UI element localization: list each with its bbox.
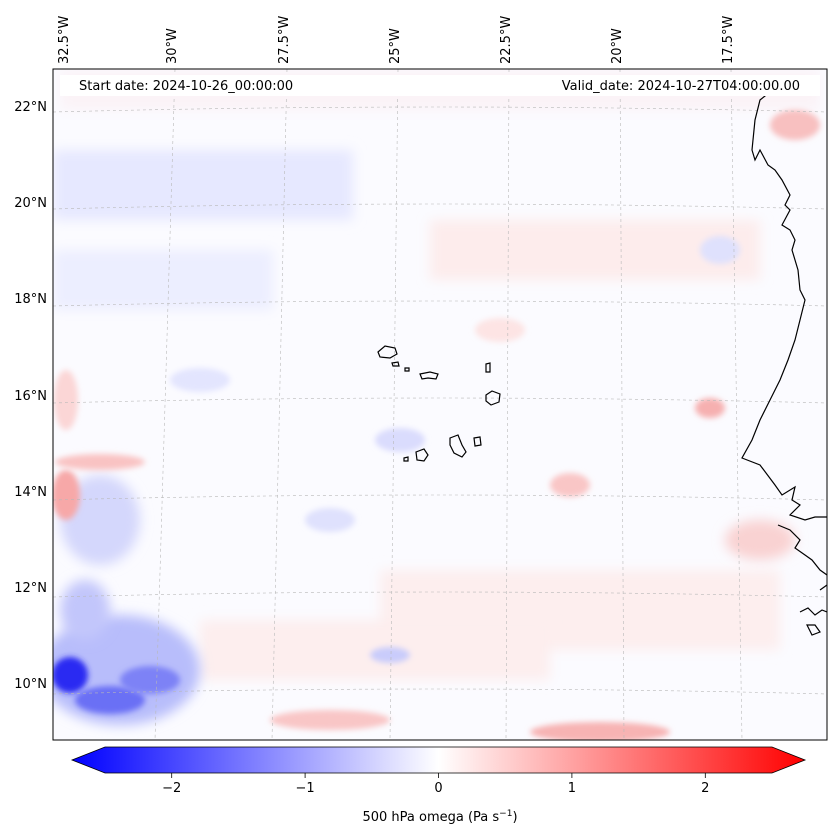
lat-label: 10°N	[14, 677, 47, 692]
omega-patch	[53, 657, 88, 693]
omega-patch	[53, 250, 273, 310]
africa-coastline	[819, 584, 827, 591]
lat-label: 16°N	[14, 389, 47, 404]
omega-patch	[60, 475, 140, 565]
omega-patch	[75, 686, 145, 714]
africa-coastline	[806, 624, 821, 636]
meridian-line	[271, 69, 288, 740]
lat-label: 20°N	[14, 196, 47, 211]
omega-patch	[120, 666, 180, 694]
parallel-line	[53, 300, 827, 307]
longitude-labels: 32.5°W 30°W 27.5°W 25°W 22.5°W 20°W 17.5…	[57, 16, 736, 64]
parallel-line	[53, 203, 827, 210]
annotation-strip	[60, 75, 820, 96]
lon-label: 30°W	[165, 28, 180, 64]
latitude-labels: 22°N 20°N 18°N 16°N 14°N 12°N 10°N	[14, 100, 47, 692]
omega-patch	[170, 368, 230, 392]
meridian-line	[389, 69, 399, 740]
colorbar-tick-label: −2	[162, 781, 181, 796]
colorbar-label-sup: −1	[499, 809, 512, 819]
omega-patch	[700, 236, 740, 264]
island-sao-nicolau	[419, 371, 439, 380]
colorbar-tick-label: 2	[701, 781, 709, 796]
meridian-line	[730, 69, 743, 740]
omega-patch	[60, 580, 110, 640]
lon-label: 20°W	[610, 28, 625, 64]
lat-label: 18°N	[14, 292, 47, 307]
lon-label: 25°W	[388, 28, 403, 64]
omega-patch	[725, 520, 795, 560]
meridian-line	[505, 69, 510, 740]
omega-patch	[55, 454, 145, 470]
colorbar-ticks: −2 −1 0 1 2	[162, 773, 709, 796]
colorbar-label-main: 500 hPa omega (Pa s	[362, 810, 499, 825]
omega-patch	[770, 110, 820, 140]
omega-patch	[53, 150, 353, 220]
lon-label: 32.5°W	[57, 16, 72, 64]
meridian-line	[619, 69, 625, 740]
omega-patch	[695, 398, 725, 418]
omega-patch	[375, 428, 425, 452]
island-sao-vicente	[391, 361, 400, 367]
valid-date-label: Valid_date: 2024-10-27T04:00:00.00	[562, 79, 800, 94]
africa-coastline	[799, 607, 827, 616]
parallel-line	[53, 494, 827, 501]
omega-patch	[305, 508, 355, 532]
colorbar-label-end: )	[512, 810, 517, 825]
lon-label: 17.5°W	[721, 16, 736, 64]
start-date-label: Start date: 2024-10-26_00:00:00	[79, 79, 293, 94]
colorbar-bar	[70, 746, 807, 774]
parallel-line	[53, 106, 827, 113]
island-santa-luzia	[404, 367, 410, 372]
omega-patch	[370, 647, 410, 663]
lat-label: 22°N	[14, 100, 47, 115]
map-panel: Start date: 2024-10-26_00:00:00 Valid_da…	[52, 68, 828, 741]
africa-coastline	[777, 524, 827, 576]
omega-patch	[475, 318, 525, 342]
colorbar-tick-label: 1	[568, 781, 576, 796]
colorbar: −2 −1 0 1 2 500 hPa omega (Pa s−1)	[70, 746, 807, 825]
parallel-line	[53, 591, 827, 598]
island-santo-antao	[377, 345, 398, 359]
coastlines	[377, 91, 827, 636]
graticule	[53, 69, 827, 740]
island-boa-vista	[485, 390, 501, 406]
omega-patch	[54, 370, 78, 430]
island-fogo	[415, 448, 429, 462]
lat-label: 14°N	[14, 485, 47, 500]
meridian-line	[154, 69, 176, 740]
colorbar-label: 500 hPa omega (Pa s−1)	[362, 809, 517, 825]
parallel-line	[53, 397, 827, 404]
lon-label: 22.5°W	[499, 16, 514, 64]
lon-label: 27.5°W	[277, 16, 292, 64]
colorbar-tick-label: 0	[434, 781, 442, 796]
parallel-line	[53, 688, 827, 695]
omega-patch	[270, 710, 390, 730]
omega-field	[53, 70, 820, 740]
island-maio	[473, 436, 482, 447]
island-sal	[485, 362, 491, 373]
africa-coastline	[741, 91, 827, 521]
colorbar-tick-label: −1	[296, 781, 315, 796]
omega-patch	[530, 722, 670, 740]
lat-label: 12°N	[14, 581, 47, 596]
island-brava	[403, 456, 409, 462]
island-santiago	[449, 434, 467, 458]
omega-patch	[53, 470, 80, 520]
omega-patch	[550, 473, 590, 497]
map-frame	[52, 68, 828, 741]
